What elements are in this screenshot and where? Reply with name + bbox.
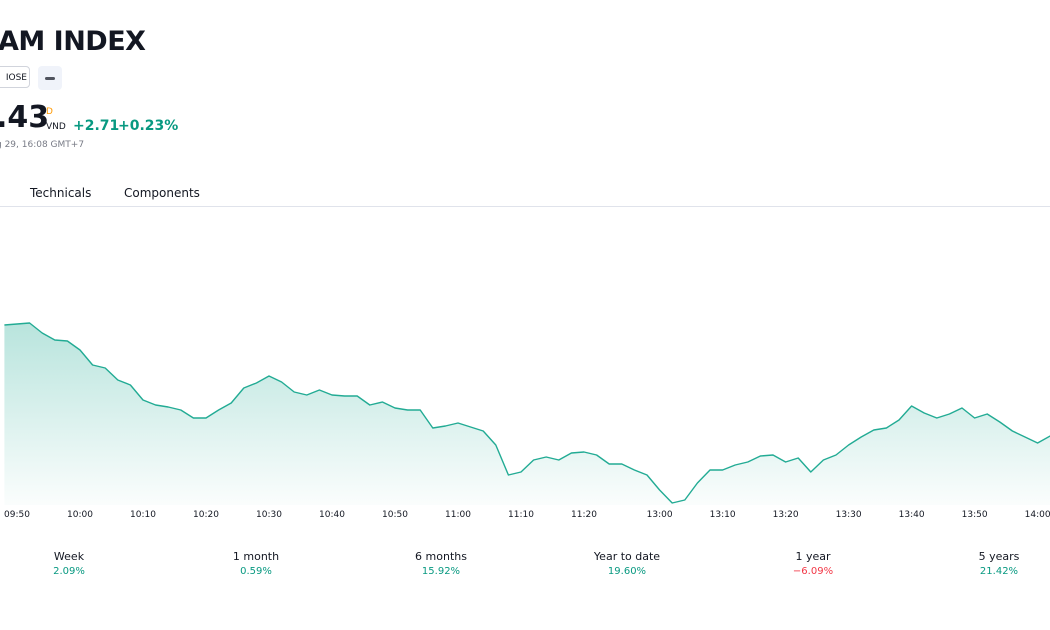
performance-label: 5 years — [978, 550, 1020, 563]
price-line — [4, 322, 1050, 504]
x-tick-label: 10:10 — [130, 510, 156, 520]
x-tick-label: 10:20 — [193, 510, 219, 520]
price: .43 — [0, 100, 50, 135]
x-tick-label: 10:50 — [382, 510, 408, 520]
area-fill — [4, 323, 1050, 505]
price-superscript: D — [46, 107, 53, 117]
x-tick-label: 13:10 — [710, 510, 736, 520]
performance-value: 0.59% — [240, 566, 272, 577]
tab[interactable]: Components — [124, 186, 200, 200]
performance-value: −6.09% — [792, 566, 834, 577]
index-title: AM INDEX — [0, 26, 146, 57]
x-tick-label: 10:00 — [67, 510, 93, 520]
x-tick-label: 10:40 — [319, 510, 345, 520]
x-tick-label: 13:30 — [836, 510, 862, 520]
performance-label: 1 year — [795, 550, 831, 563]
x-tick-label: 13:40 — [899, 510, 925, 520]
performance-label: 1 month — [232, 550, 280, 563]
x-tick-label: 13:00 — [647, 510, 673, 520]
divider — [0, 206, 1050, 207]
performance-value: 15.92% — [421, 566, 461, 577]
more-button[interactable] — [38, 66, 62, 90]
x-tick-label: 11:10 — [508, 510, 534, 520]
performance-label: 6 months — [415, 550, 467, 563]
x-tick-label: 10:30 — [256, 510, 282, 520]
x-tick-label: 13:50 — [962, 510, 988, 520]
currency: VND — [46, 122, 66, 132]
performance-value: 2.09% — [53, 566, 85, 577]
x-tick-label: 11:00 — [445, 510, 471, 520]
performance-value: 19.60% — [607, 566, 647, 577]
x-tick-label: 13:20 — [773, 510, 799, 520]
timestamp: g 29, 16:08 GMT+7 — [0, 140, 85, 150]
x-tick-label: 11:20 — [571, 510, 597, 520]
tab[interactable]: Technicals — [30, 186, 92, 200]
performance-label: Week — [53, 550, 85, 563]
x-tick-label: 14:00 — [1025, 510, 1050, 520]
x-tick-label: 09:50 — [4, 510, 30, 520]
change-percent: +0.23% — [118, 118, 179, 134]
change: +2.71 — [73, 118, 120, 134]
exchange-badge[interactable]: IOSE — [0, 66, 30, 88]
chart: 09:50 10:00 10:10 10:20 10:30 10:40 10:50 11:00… — [4, 322, 1050, 520]
performance-label: Year to date — [593, 550, 661, 563]
performance-value: 21.42% — [979, 566, 1019, 577]
